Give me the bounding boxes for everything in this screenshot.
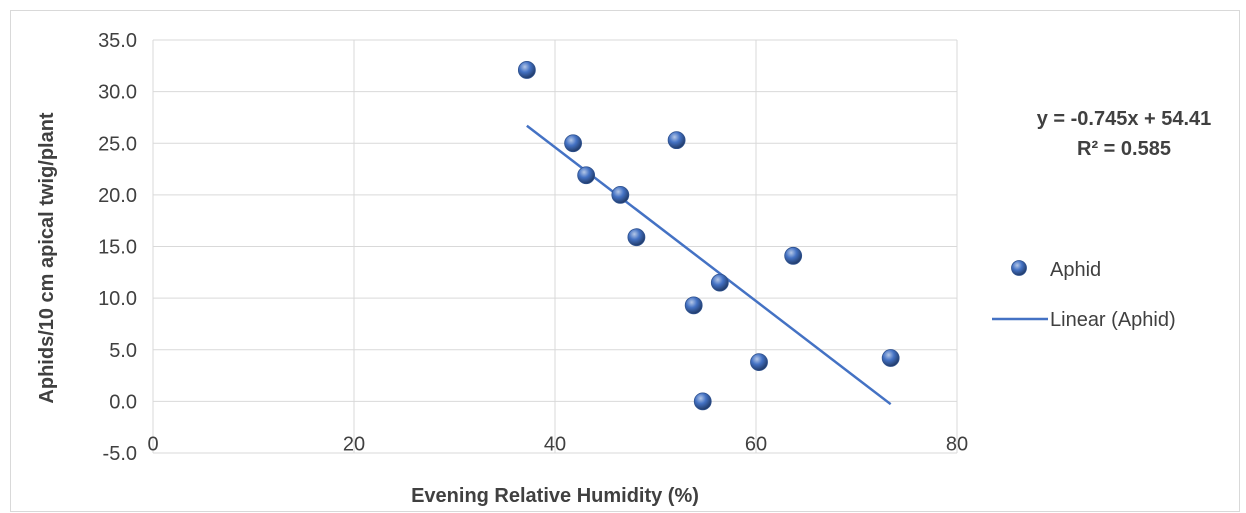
y-tick-label: 5.0 bbox=[109, 340, 137, 362]
data-point bbox=[577, 166, 596, 185]
data-point bbox=[517, 61, 536, 79]
x-tick-label: 60 bbox=[745, 433, 767, 455]
r-squared-label: R² = 0.585 bbox=[1077, 138, 1171, 160]
y-tick-label: -5.0 bbox=[103, 443, 137, 465]
data-points bbox=[517, 61, 900, 411]
x-tick-label: 20 bbox=[343, 433, 365, 455]
data-point bbox=[667, 131, 686, 150]
data-point bbox=[564, 134, 582, 153]
x-axis-title: Evening Relative Humidity (%) bbox=[411, 485, 699, 507]
data-point bbox=[710, 273, 729, 292]
x-tick-label: 0 bbox=[147, 433, 158, 455]
x-tick-label: 40 bbox=[544, 433, 566, 455]
y-tick-label: 20.0 bbox=[98, 185, 137, 207]
y-axis-title: Aphids/10 cm apical twig/plant bbox=[36, 112, 58, 404]
legend-label-trend: Linear (Aphid) bbox=[1050, 309, 1176, 331]
data-point bbox=[611, 185, 630, 204]
legend-label-aphid: Aphid bbox=[1050, 259, 1101, 281]
y-tick-label: 0.0 bbox=[109, 391, 137, 413]
data-point bbox=[784, 246, 803, 265]
y-tick-label: 25.0 bbox=[98, 133, 137, 155]
y-tick-labels: -5.0 0.0 5.0 10.0 15.0 20.0 25.0 30.0 35.0 bbox=[98, 30, 137, 465]
x-tick-labels: 0 20 40 60 80 bbox=[147, 433, 968, 455]
trendline-group bbox=[526, 124, 892, 406]
x-tick-label: 80 bbox=[946, 433, 968, 455]
data-point bbox=[627, 228, 646, 247]
legend: Aphid Linear (Aphid) bbox=[992, 259, 1176, 331]
data-point bbox=[750, 353, 768, 372]
trendline bbox=[526, 124, 892, 406]
chart-frame bbox=[10, 10, 1240, 512]
legend-marker-aphid bbox=[1011, 260, 1027, 276]
data-point bbox=[881, 349, 900, 367]
y-tick-label: 35.0 bbox=[98, 30, 137, 52]
y-tick-label: 30.0 bbox=[98, 82, 137, 104]
y-tick-label: 10.0 bbox=[98, 288, 137, 310]
data-point bbox=[693, 392, 712, 411]
gridlines bbox=[152, 39, 958, 454]
trendline-equation: y = -0.745x + 54.41 bbox=[1037, 108, 1212, 130]
y-tick-label: 15.0 bbox=[98, 237, 137, 259]
data-point bbox=[684, 296, 703, 315]
